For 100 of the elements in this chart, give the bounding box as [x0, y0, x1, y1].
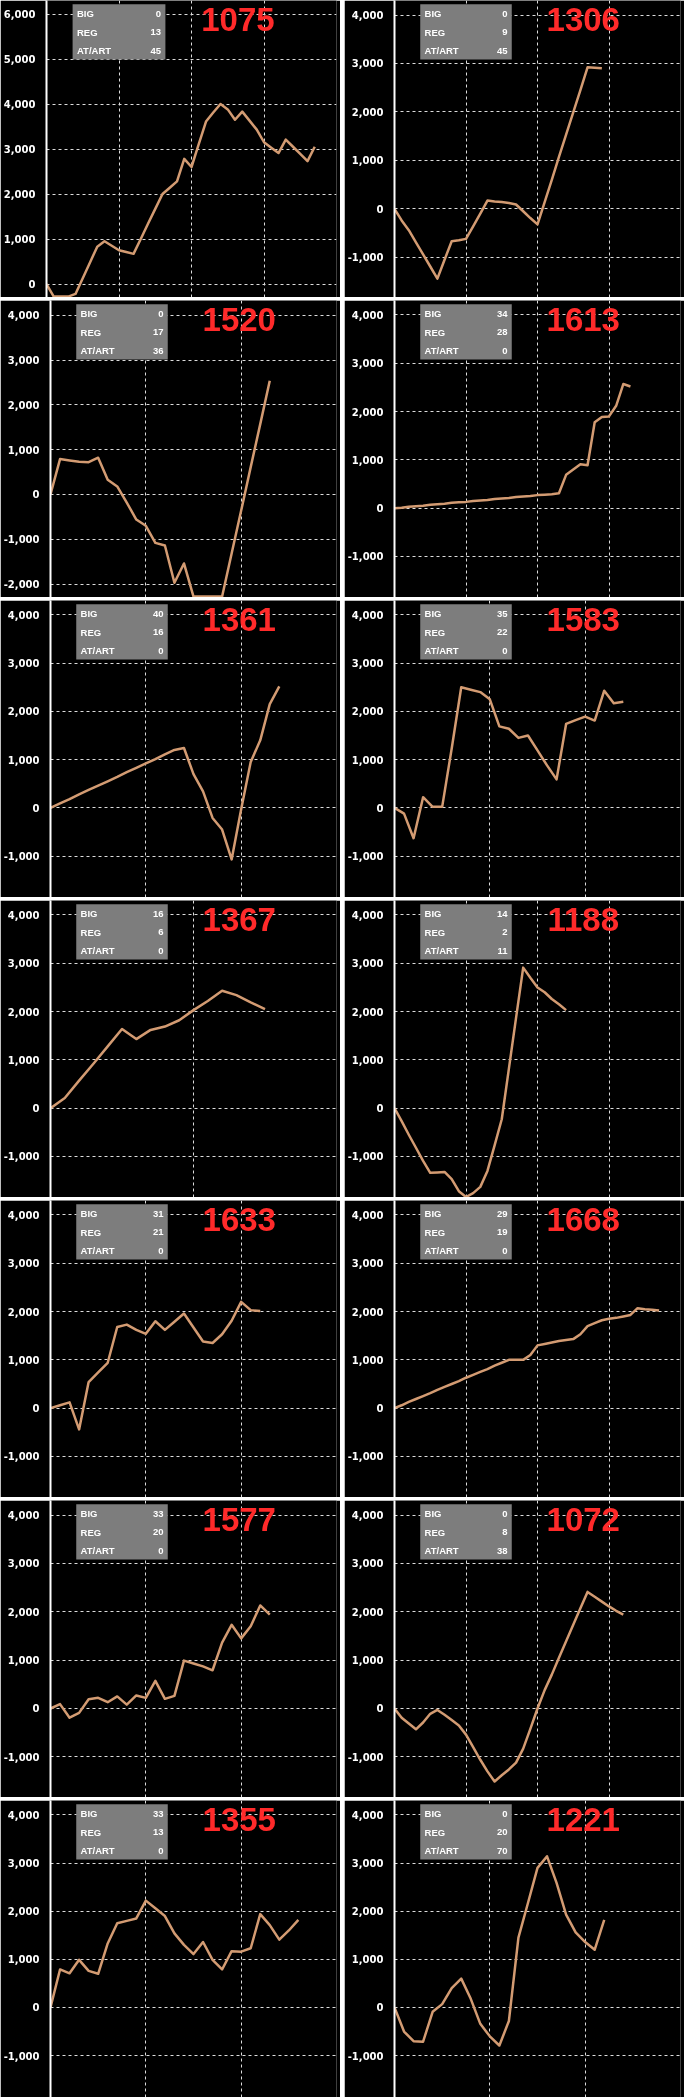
annotation: 34 [496, 307, 509, 319]
y-tick-label: 4,000 [351, 1209, 384, 1221]
annotation: 29 [496, 1207, 508, 1219]
y-tick-label: 3,000 [351, 58, 384, 70]
y-tick-label: -1,000 [347, 252, 384, 264]
y-tick-label: 2,000 [351, 406, 384, 418]
annotation: AT/ART [80, 645, 115, 657]
annotation: AT/ART [80, 1845, 115, 1857]
annotation: REG [424, 626, 446, 638]
annotation: 17 [152, 326, 164, 338]
chart-title: 1361 [202, 600, 276, 638]
y-tick-label: 1,000 [351, 1655, 384, 1667]
annotation: 33 [152, 1507, 164, 1519]
annotation: 22 [496, 626, 508, 638]
annotation: BIG [424, 608, 442, 620]
chart-title: 1367 [202, 900, 276, 938]
y-tick-label: 3,000 [351, 1858, 384, 1870]
chart-title: 1668 [546, 1200, 620, 1238]
line-series [50, 685, 281, 861]
y-tick-label: 0 [376, 2002, 384, 2014]
annotation: 0 [155, 7, 162, 19]
y-tick-label: 3,000 [351, 658, 384, 670]
y-tick-label: 3,000 [7, 1558, 40, 1570]
y-tick-label: 3,000 [351, 1258, 384, 1270]
y-tick-label: 0 [376, 203, 384, 215]
annotation: REG [80, 926, 102, 938]
y-tick-label: 2,000 [7, 706, 40, 718]
y-tick-label: 4,000 [351, 10, 384, 22]
annotation: AT/ART [424, 345, 459, 357]
y-tick-label: 3,000 [351, 958, 384, 970]
annotation: 0 [158, 307, 164, 319]
y-tick-label: 2,000 [351, 706, 384, 718]
y-tick-label: -1,000 [3, 1151, 40, 1163]
annotation: 0 [158, 944, 164, 956]
annotation: BIG [424, 1208, 442, 1220]
y-tick-label: -1,000 [3, 534, 40, 546]
annotation: BIG [424, 8, 442, 20]
y-tick-label: 5,000 [3, 54, 36, 65]
annotation: BIG [80, 608, 98, 620]
line-series [394, 66, 604, 280]
annotation: 0 [502, 644, 508, 656]
annotation: AT/ART [80, 345, 115, 357]
y-tick-label: 4,000 [7, 909, 40, 921]
y-tick-label: 4,000 [7, 1209, 40, 1221]
y-tick-label: 0 [32, 1403, 40, 1415]
line-series [394, 1306, 661, 1410]
y-tick-label: 2,000 [351, 1906, 384, 1918]
y-tick-label: 4,000 [7, 1809, 40, 1821]
y-tick-label: 1,000 [351, 454, 384, 466]
y-tick-label: -1,000 [347, 551, 384, 563]
line-series [50, 1604, 272, 1719]
annotation: 35 [496, 607, 509, 619]
annotation: REG [80, 1526, 102, 1538]
annotation: AT/ART [80, 1545, 115, 1557]
y-tick-label: 0 [32, 489, 40, 501]
annotation: REG [80, 1826, 102, 1838]
y-tick-label: 4,000 [7, 1510, 40, 1522]
annotation: 16 [152, 626, 164, 638]
chart-title: 1633 [202, 1200, 276, 1238]
y-tick-label: 1,000 [7, 1954, 40, 1966]
annotation: 28 [496, 326, 508, 338]
y-tick-label: 3,000 [7, 958, 40, 970]
annotation: REG [424, 1826, 446, 1838]
annotation: AT/ART [424, 1845, 459, 1857]
y-tick-label: 2,000 [7, 1006, 40, 1018]
annotation: REG [424, 1526, 446, 1538]
annotation: BIG [424, 1808, 442, 1820]
annotation: 16 [152, 907, 164, 919]
annotation: REG [76, 26, 98, 38]
y-tick-label: -1,000 [3, 2050, 40, 2062]
annotation: BIG [80, 1808, 98, 1820]
annotation: 9 [502, 26, 508, 38]
y-tick-label: 3,000 [351, 358, 384, 370]
y-tick-label: 2,000 [351, 1006, 384, 1018]
chart-title: 1075 [201, 0, 275, 38]
y-tick-label: 6,000 [3, 9, 36, 20]
annotation: 20 [152, 1526, 164, 1538]
chart-title: 1577 [202, 1500, 276, 1538]
annotation: BIG [80, 908, 98, 920]
y-tick-label: 4,000 [351, 609, 384, 621]
annotation: BIG [80, 308, 98, 320]
line-series [46, 102, 316, 297]
y-tick-label: -1,000 [3, 851, 40, 863]
line-series [50, 379, 272, 597]
y-tick-label: 3,000 [351, 1558, 384, 1570]
annotation: 0 [502, 344, 508, 356]
y-tick-label: 2,000 [351, 1306, 384, 1318]
annotation: 0 [502, 7, 508, 19]
y-tick-label: 1,000 [7, 1054, 40, 1066]
annotation: 70 [496, 1844, 508, 1856]
y-tick-label: 3,000 [7, 355, 40, 367]
y-tick-label: 0 [32, 2002, 40, 2014]
annotation: BIG [80, 1208, 98, 1220]
y-tick-label: 0 [32, 1103, 40, 1115]
annotation: 0 [502, 1507, 508, 1519]
annotation: 13 [150, 26, 162, 38]
y-tick-label: -1,000 [3, 1451, 40, 1463]
line-series [394, 1590, 625, 1783]
y-tick-label: 4,000 [7, 609, 40, 621]
y-tick-label: -1,000 [347, 1451, 384, 1463]
